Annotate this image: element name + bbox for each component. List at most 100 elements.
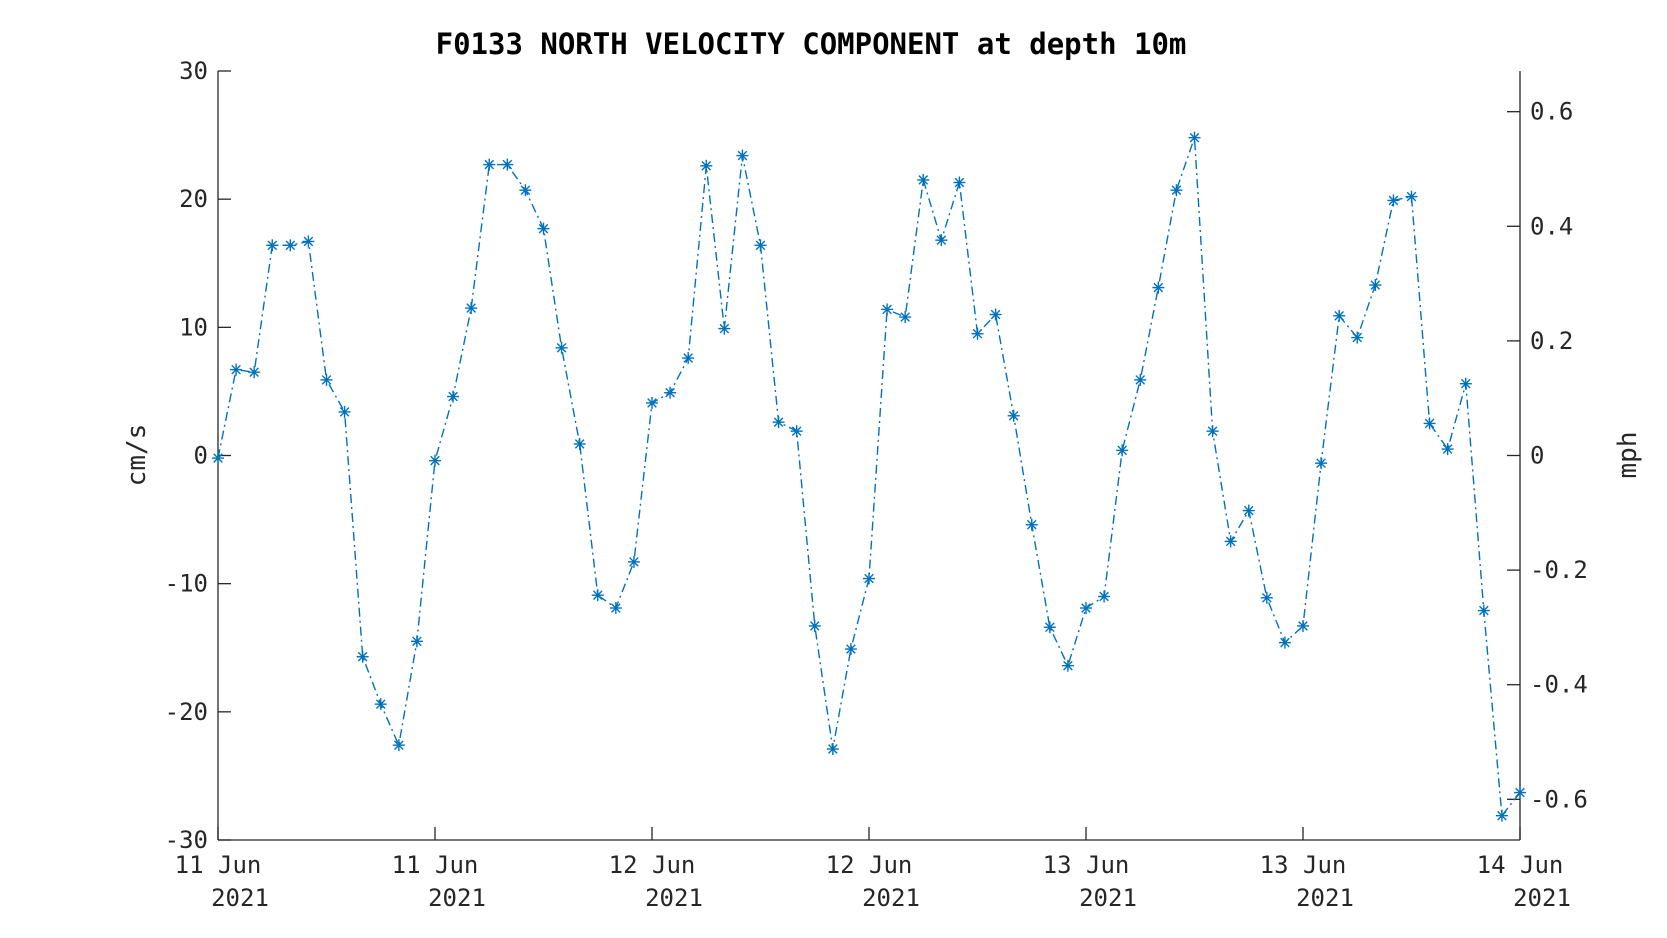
data-point (989, 308, 1002, 321)
data-point (754, 239, 767, 252)
data-point (1297, 619, 1309, 632)
y2-tick-label: -0.6 (1530, 785, 1588, 813)
data-point (429, 454, 441, 467)
data-point (772, 416, 785, 429)
data-point (1278, 636, 1291, 649)
data-point (700, 159, 713, 172)
series-line (217, 137, 1521, 818)
data-point (1224, 535, 1237, 548)
data-point (627, 555, 640, 568)
data-point (917, 173, 930, 186)
x-tick-label-year: 2021 (1513, 884, 1571, 912)
data-point (1459, 377, 1472, 390)
data-point (1315, 457, 1328, 470)
data-point (1061, 659, 1074, 672)
x-tick-label-date: 13 Jun (1043, 851, 1130, 879)
x-tick-label-year: 2021 (428, 884, 486, 912)
data-point (736, 149, 749, 162)
y2-axis-label: mph (1613, 432, 1643, 479)
y-tick-label: 30 (179, 57, 208, 85)
y2-tick-label: -0.2 (1530, 556, 1588, 584)
data-point (483, 158, 496, 171)
data-point (863, 572, 875, 585)
y2-tick-label: 0.4 (1530, 212, 1573, 240)
y-axis-label: cm/s (122, 424, 152, 487)
data-point (1441, 443, 1454, 456)
x-tick-label-year: 2021 (211, 884, 269, 912)
data-point (1260, 591, 1273, 604)
data-point (573, 437, 586, 450)
data-point (338, 405, 351, 418)
x-ticks: 11 Jun 2021 11 Jun 2021 12 Jun 2021 12 Jun 2021… (175, 827, 1571, 912)
data-point (465, 302, 478, 315)
data-point (682, 352, 695, 365)
data-point (1188, 131, 1201, 144)
left-y-ticks: 30 20 10 0 -10 -20 -30 (165, 57, 231, 854)
y2-tick-label: 0.6 (1530, 98, 1573, 126)
data-point (844, 643, 857, 656)
data-point (1206, 425, 1219, 438)
series-north-velocity (212, 131, 1526, 822)
plot-area (217, 71, 1521, 841)
data-point (519, 184, 532, 197)
data-point (899, 311, 912, 324)
data-point (646, 396, 658, 409)
data-point (1495, 809, 1508, 822)
chart-title: F0133 NORTH VELOCITY COMPONENT at depth … (436, 27, 1187, 61)
data-point (410, 635, 423, 648)
data-point (591, 589, 604, 602)
data-point (248, 366, 261, 379)
data-point (1405, 190, 1418, 203)
y-tick-label: -20 (165, 698, 208, 726)
x-tick-label-date: 12 Jun (826, 851, 913, 879)
data-point (1514, 786, 1526, 799)
data-point (1477, 604, 1490, 617)
data-point (1242, 504, 1255, 517)
x-tick-label-date: 13 Jun (1260, 851, 1347, 879)
x-tick-label-date: 14 Jun (1477, 851, 1564, 879)
y2-tick-label: -0.4 (1530, 671, 1588, 699)
data-point (1152, 281, 1165, 294)
y-tick-label: -10 (165, 570, 208, 598)
y-tick-label: 20 (179, 185, 208, 213)
x-tick-label-date: 11 Jun (175, 851, 262, 879)
data-point (1116, 444, 1129, 457)
data-point (1080, 602, 1092, 615)
data-point (664, 386, 677, 399)
data-point (501, 158, 514, 171)
data-point (356, 650, 369, 663)
data-point (881, 303, 894, 316)
data-point (1043, 621, 1056, 634)
data-point (320, 373, 333, 386)
data-point (392, 739, 405, 752)
data-point (447, 390, 460, 403)
y2-tick-label: 0.2 (1530, 327, 1573, 355)
x-tick-label-year: 2021 (1079, 884, 1137, 912)
data-point (953, 176, 966, 189)
data-point (1423, 417, 1436, 430)
data-point (1025, 518, 1038, 531)
data-point (826, 743, 839, 756)
data-point (1387, 194, 1400, 207)
data-point (1351, 331, 1364, 344)
data-point (790, 425, 803, 438)
data-point (212, 452, 224, 465)
data-point (1007, 409, 1020, 422)
data-point (1098, 590, 1111, 603)
data-point (537, 222, 550, 235)
data-point (555, 341, 568, 354)
data-point (1369, 279, 1382, 292)
data-point (284, 239, 297, 252)
data-point (1333, 309, 1346, 322)
y-tick-label: 10 (179, 313, 208, 341)
x-tick-label-date: 11 Jun (392, 851, 479, 879)
right-y-ticks: 0.6 0.4 0.2 0 -0.2 -0.4 -0.6 (1507, 98, 1588, 813)
data-point (808, 619, 821, 632)
y-tick-label: 0 (194, 442, 208, 470)
data-point (718, 322, 731, 335)
data-point (1170, 184, 1183, 197)
data-point (374, 698, 387, 711)
y-tick-label: -30 (165, 826, 208, 854)
x-tick-label-year: 2021 (862, 884, 920, 912)
